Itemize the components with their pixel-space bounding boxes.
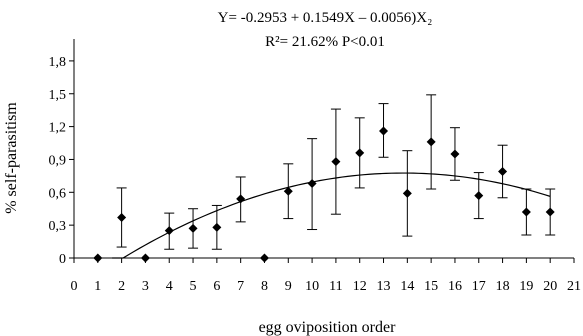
x-tick-label: 18	[496, 279, 510, 294]
x-tick-label: 16	[448, 279, 462, 294]
x-tick-label: 17	[472, 279, 486, 294]
data-point	[307, 179, 317, 189]
data-point	[283, 186, 293, 196]
x-tick-label: 11	[329, 279, 342, 294]
x-tick-labels: 0 1 2 3 4 5 6 7 8 9 10 11 12 13 14 15 16 17 18 19 20 21	[71, 279, 582, 294]
x-tick-label: 10	[305, 279, 319, 294]
data-point	[450, 149, 460, 159]
fit-curve-layer	[112, 172, 551, 259]
x-tick-label: 5	[190, 279, 197, 294]
data-point	[331, 157, 341, 167]
x-tick-label: 0	[71, 279, 78, 294]
data-point	[93, 253, 103, 263]
y-tick-label: 0,6	[49, 186, 67, 201]
data-point	[402, 188, 412, 198]
y-tick-labels: 0 0,3 0,6 0,9 1,2 1,5 1,8	[49, 55, 67, 267]
x-tick-label: 2	[118, 279, 125, 294]
data-point	[521, 207, 531, 217]
data-point	[498, 166, 508, 176]
x-tick-label: 3	[142, 279, 149, 294]
data-point	[355, 148, 365, 158]
data-point	[212, 222, 222, 232]
chart-axes	[69, 39, 575, 263]
x-tick-label: 9	[285, 279, 292, 294]
y-tick-label: 0,3	[49, 219, 67, 234]
x-tick-label: 13	[377, 279, 391, 294]
data-point	[164, 226, 174, 236]
data-point	[236, 194, 246, 204]
data-point	[259, 253, 269, 263]
x-tick-label: 4	[166, 279, 173, 294]
data-point	[188, 223, 198, 233]
data-point	[140, 253, 150, 263]
y-tick-label: 0	[59, 252, 66, 267]
data-point	[426, 137, 436, 147]
x-tick-label: 14	[400, 279, 414, 294]
data-point-layer	[93, 126, 555, 263]
data-point	[379, 126, 389, 136]
y-axis-title: % self-parasitism	[3, 102, 20, 214]
data-point	[545, 207, 555, 217]
x-tick-label: 8	[261, 279, 268, 294]
x-tick-label: 20	[543, 279, 557, 294]
y-tick-label: 1,5	[49, 88, 67, 103]
y-tick-label: 0,9	[49, 153, 67, 168]
error-bar-layer	[116, 94, 556, 250]
data-point	[474, 191, 484, 201]
chart-title: Y= -0.2953 + 0.1549X – 0.0056)X₂ R²= 21.…	[218, 10, 433, 50]
x-tick-label: 7	[237, 279, 244, 294]
regression-equation: Y= -0.2953 + 0.1549X – 0.0056)X₂	[218, 10, 433, 26]
x-tick-label: 19	[519, 279, 533, 294]
x-tick-label: 15	[424, 279, 438, 294]
x-tick-label: 6	[213, 279, 220, 294]
y-tick-label: 1,8	[49, 55, 67, 70]
x-tick-label: 12	[353, 279, 367, 294]
regression-curve	[112, 172, 551, 259]
x-tick-label: 21	[567, 279, 581, 294]
data-point	[117, 212, 127, 222]
y-tick-label: 1,2	[49, 121, 67, 136]
x-tick-label: 1	[94, 279, 101, 294]
x-axis-title: egg oviposition order	[259, 319, 397, 336]
regression-statistics: R²= 21.62% P<0.01	[265, 34, 385, 50]
